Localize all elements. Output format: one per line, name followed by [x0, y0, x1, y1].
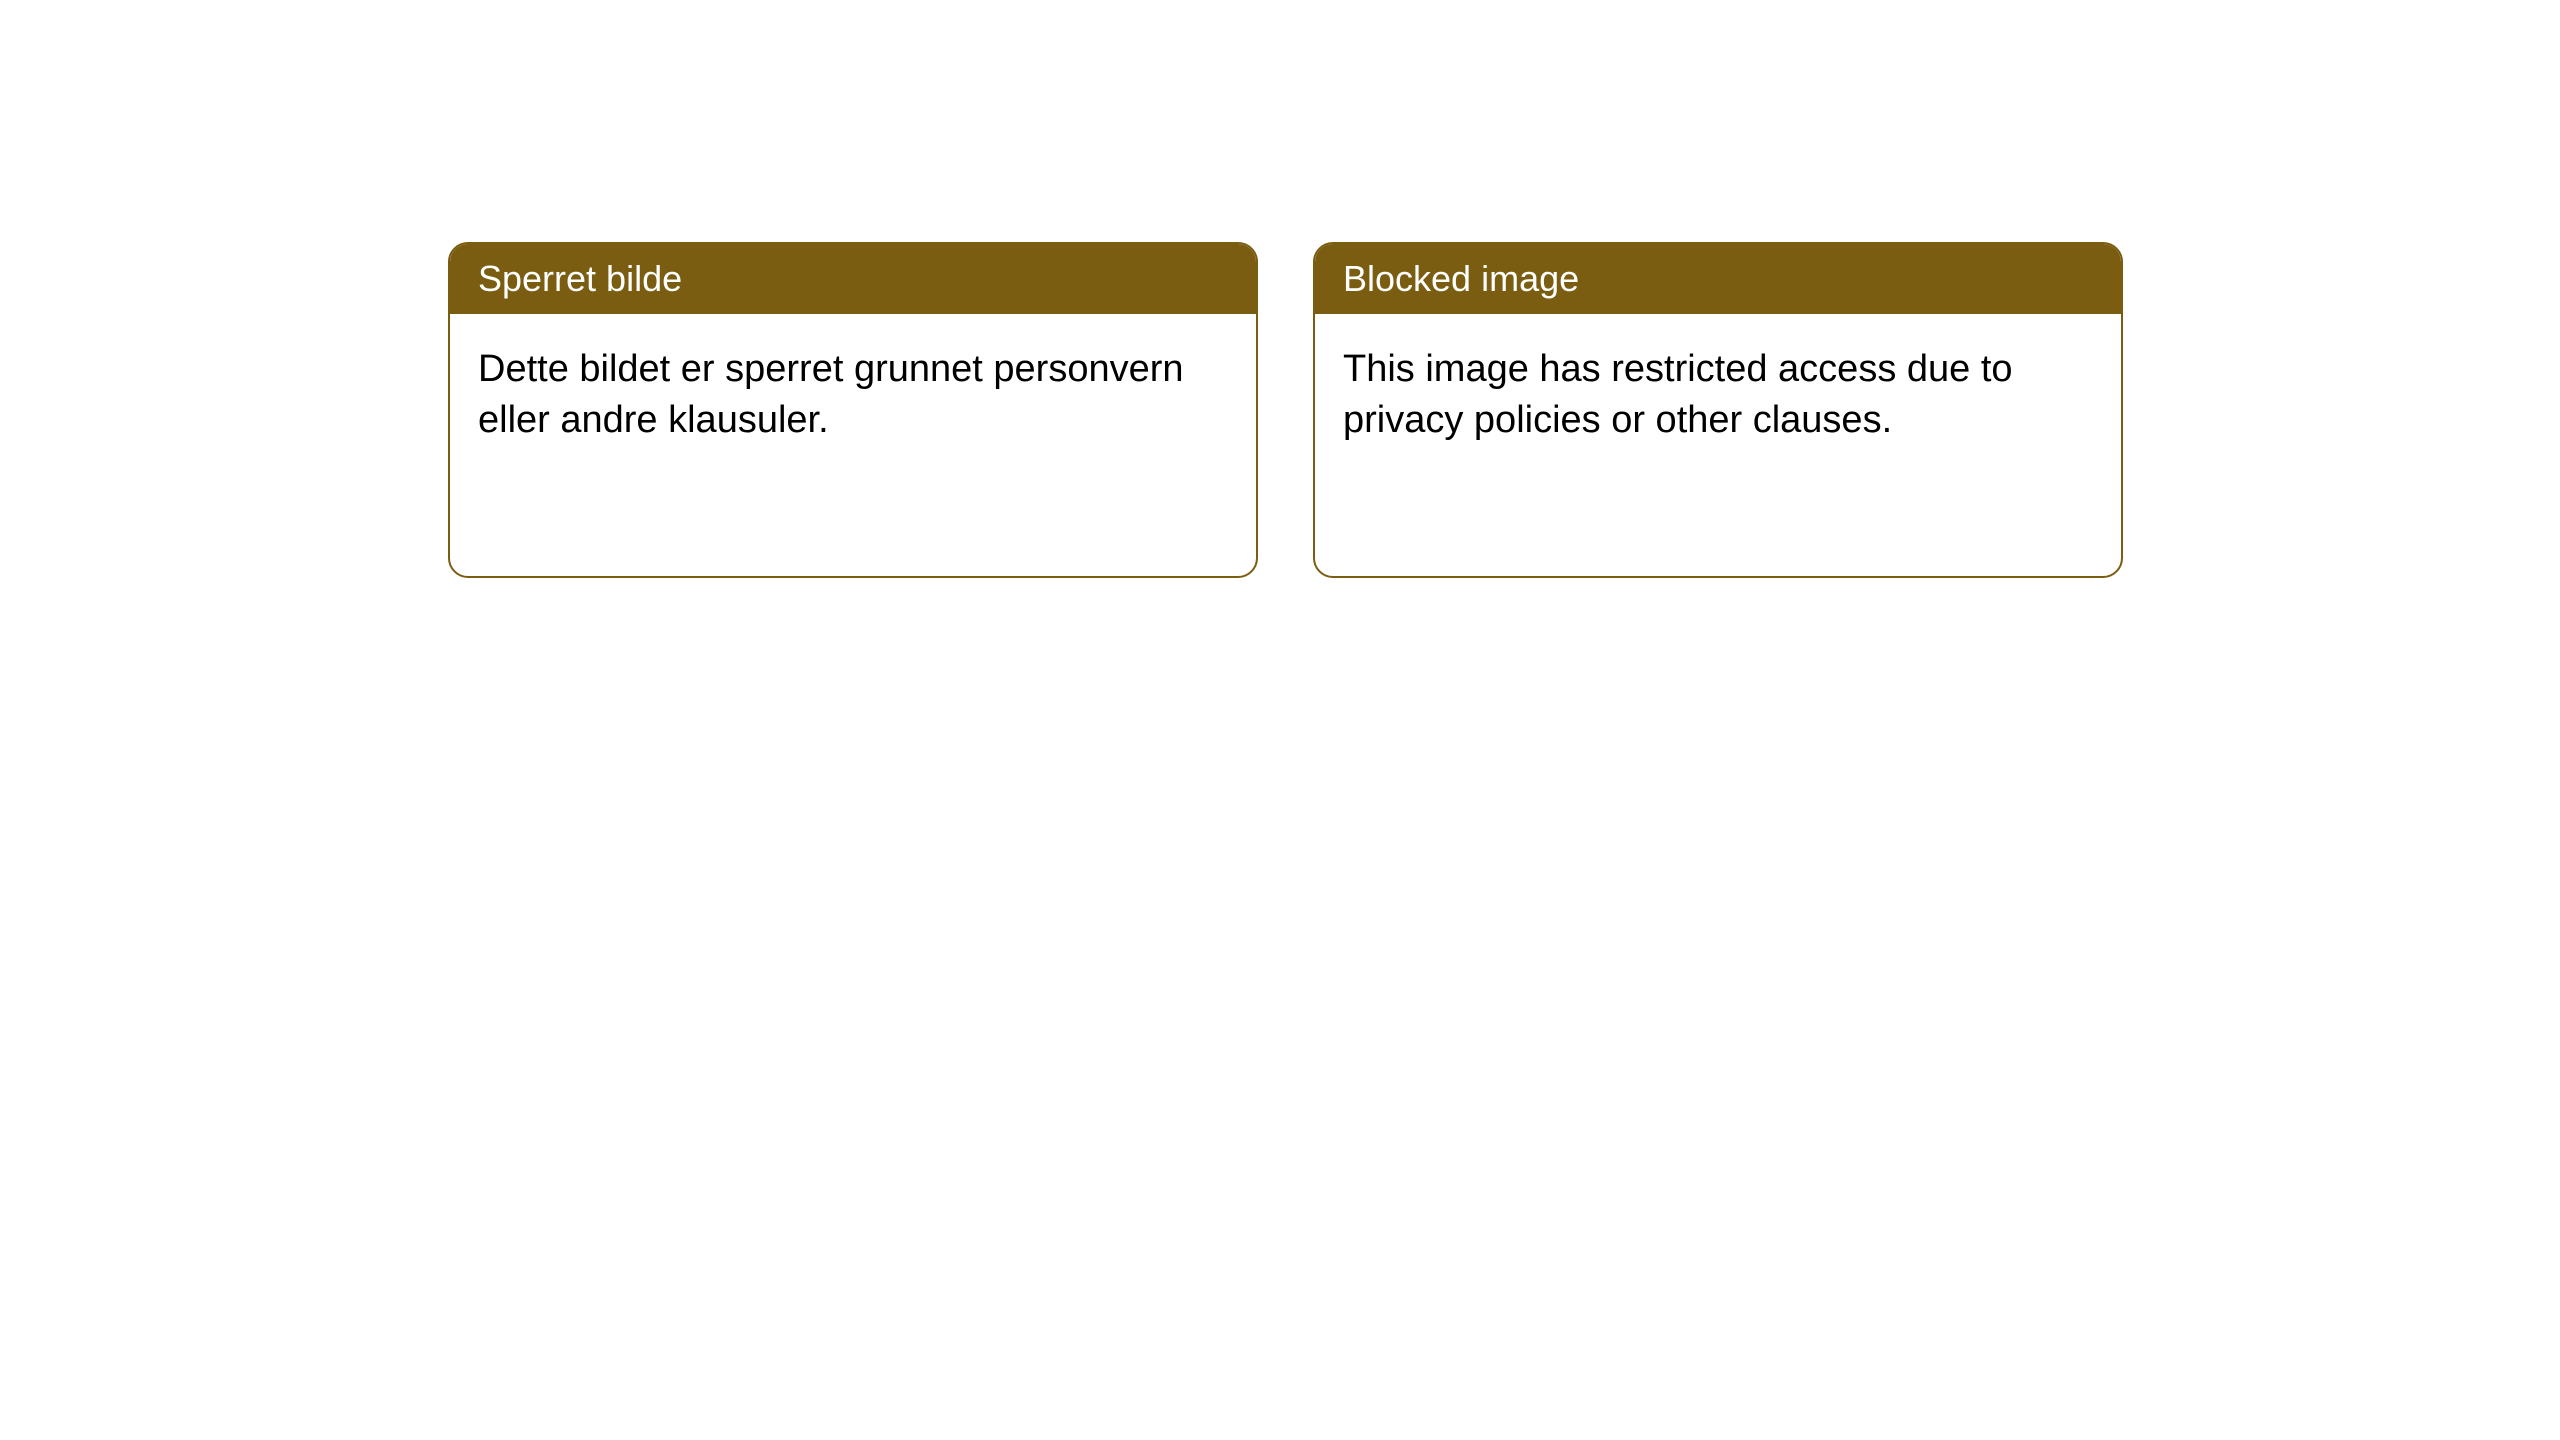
card-header-en: Blocked image — [1315, 244, 2121, 314]
blocked-image-card-en: Blocked image This image has restricted … — [1313, 242, 2123, 578]
blocked-image-card-no: Sperret bilde Dette bildet er sperret gr… — [448, 242, 1258, 578]
card-title-en: Blocked image — [1343, 258, 1579, 299]
card-body-text-no: Dette bildet er sperret grunnet personve… — [478, 348, 1184, 441]
card-body-no: Dette bildet er sperret grunnet personve… — [450, 314, 1256, 477]
card-title-no: Sperret bilde — [478, 258, 682, 299]
card-body-text-en: This image has restricted access due to … — [1343, 348, 2013, 441]
card-header-no: Sperret bilde — [450, 244, 1256, 314]
cards-container: Sperret bilde Dette bildet er sperret gr… — [448, 242, 2123, 578]
card-body-en: This image has restricted access due to … — [1315, 314, 2121, 477]
